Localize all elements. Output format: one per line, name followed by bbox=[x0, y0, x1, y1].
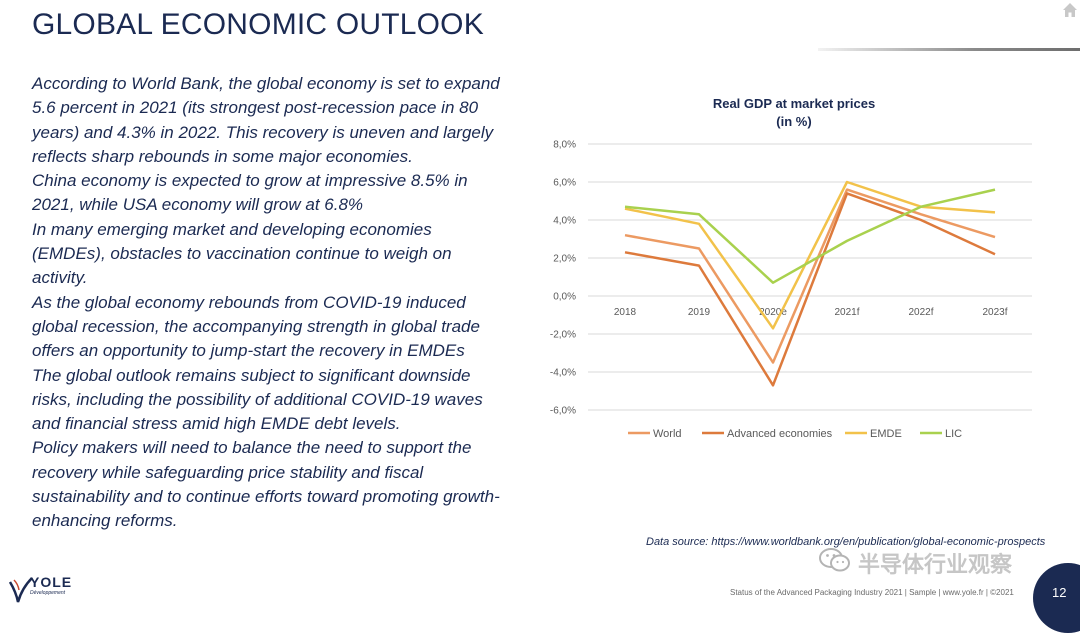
legend-label: EMDE bbox=[870, 428, 902, 440]
x-tick-label: 2022f bbox=[908, 307, 933, 318]
chart-subtitle: (in %) bbox=[776, 114, 811, 129]
svg-text:Développement: Développement bbox=[30, 590, 66, 596]
y-tick-label: 4,0% bbox=[553, 216, 576, 227]
y-tick-label: 2,0% bbox=[553, 254, 576, 265]
gdp-line-chart: Real GDP at market prices (in %) 8,0% 6,0% 4… bbox=[550, 96, 1032, 440]
y-tick-label: -2,0% bbox=[550, 330, 576, 341]
x-tick-label: 2020e bbox=[759, 307, 787, 318]
legend-label: World bbox=[653, 428, 682, 440]
series-line-advanced-economies bbox=[624, 192, 996, 387]
home-icon[interactable] bbox=[1060, 0, 1080, 20]
paragraph: The global outlook remains subject to si… bbox=[32, 365, 483, 434]
paragraph: In many emerging market and developing e… bbox=[32, 219, 452, 288]
x-tick-label: 2023f bbox=[982, 307, 1007, 318]
svg-text:YOLE: YOLE bbox=[30, 574, 72, 590]
x-tick-label: 2018 bbox=[614, 307, 637, 318]
yole-logo: YOLE Développement bbox=[8, 574, 72, 603]
paragraph: China economy is expected to grow at imp… bbox=[32, 171, 468, 215]
y-tick-label: 0,0% bbox=[553, 292, 576, 303]
y-tick-label: 8,0% bbox=[553, 140, 576, 151]
watermark: 半导体行业观察 bbox=[858, 552, 1013, 577]
y-tick-label: 6,0% bbox=[553, 178, 576, 189]
data-source: Data source: https://www.worldbank.org/e… bbox=[646, 536, 1046, 548]
paragraph: As the global economy rebounds from COVI… bbox=[32, 292, 480, 361]
paragraph: Policy makers will need to balance the n… bbox=[32, 438, 500, 531]
series-line-lic bbox=[624, 188, 996, 284]
chart-title: Real GDP at market prices bbox=[713, 96, 875, 111]
y-tick-label: -4,0% bbox=[550, 368, 576, 379]
legend-label: LIC bbox=[945, 428, 962, 440]
footer-text: Status of the Advanced Packaging Industr… bbox=[730, 588, 1014, 597]
legend-label: Advanced economies bbox=[727, 428, 833, 440]
wechat-icon bbox=[819, 548, 850, 572]
page-title: GLOBAL ECONOMIC OUTLOOK bbox=[32, 8, 484, 41]
body-text: According to World Bank, the global econ… bbox=[32, 72, 510, 534]
page-number: 12 bbox=[1052, 585, 1067, 600]
x-tick-label: 2019 bbox=[688, 307, 711, 318]
series-line-world bbox=[624, 188, 996, 364]
series-line-emde bbox=[624, 180, 996, 330]
y-tick-label: -6,0% bbox=[550, 406, 576, 417]
paragraph: According to World Bank, the global econ… bbox=[32, 74, 500, 166]
decorative-divider bbox=[818, 48, 1080, 51]
x-tick-label: 2021f bbox=[834, 307, 859, 318]
